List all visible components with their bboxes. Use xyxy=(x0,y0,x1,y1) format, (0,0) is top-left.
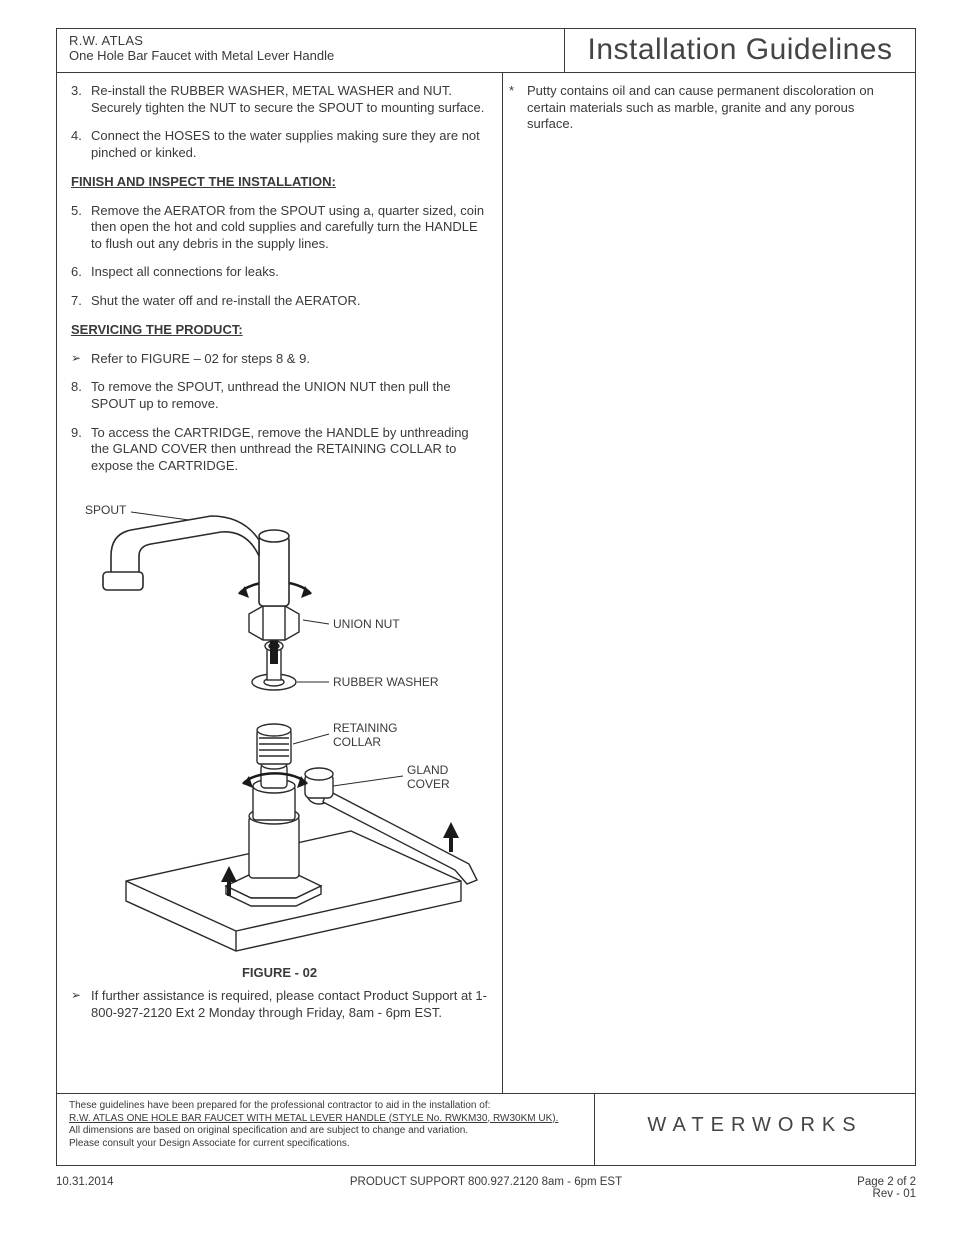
bullet-arrow-icon: ➢ xyxy=(71,988,91,1021)
doc-title: Installation Guidelines xyxy=(565,29,915,72)
product-subtitle: One Hole Bar Faucet with Metal Lever Han… xyxy=(69,48,564,63)
label-union-nut: UNION NUT xyxy=(333,617,400,631)
putty-warning: * Putty contains oil and can cause perma… xyxy=(509,83,901,133)
label-spout: SPOUT xyxy=(85,503,127,517)
disclaimer-text: These guidelines have been prepared for … xyxy=(57,1094,595,1166)
step-text: To access the CARTRIDGE, remove the HAND… xyxy=(91,425,488,475)
section-servicing: SERVICING THE PRODUCT: xyxy=(71,322,488,337)
step-6: 6. Inspect all connections for leaks. xyxy=(71,264,488,281)
note-text: Putty contains oil and can cause permane… xyxy=(527,83,901,133)
bullet-text: Refer to FIGURE – 02 for steps 8 & 9. xyxy=(91,351,310,368)
step-4: 4. Connect the HOSES to the water suppli… xyxy=(71,128,488,161)
asterisk-icon: * xyxy=(509,83,527,133)
disclaimer-line2: R.W. ATLAS ONE HOLE BAR FAUCET WITH META… xyxy=(69,1113,582,1126)
figure-svg: SPOUT UNION NUT RUBBER WASHER RETAINING … xyxy=(71,486,489,956)
right-column: * Putty contains oil and can cause perma… xyxy=(503,73,915,1093)
footer-rev: Rev - 01 xyxy=(873,1188,916,1200)
arrow-up-icon xyxy=(443,822,459,852)
label-retaining-collar-2: COLLAR xyxy=(333,735,381,749)
step-num: 6. xyxy=(71,264,91,281)
brand-logo: WATERWORKS xyxy=(595,1094,915,1166)
header: R.W. ATLAS One Hole Bar Faucet with Meta… xyxy=(57,29,915,73)
step-text: Remove the AERATOR from the SPOUT using … xyxy=(91,203,488,253)
label-gland-cover-2: COVER xyxy=(407,777,450,791)
figure-02: SPOUT UNION NUT RUBBER WASHER RETAINING … xyxy=(71,486,488,980)
header-left: R.W. ATLAS One Hole Bar Faucet with Meta… xyxy=(57,29,565,72)
disclaimer-line4: Please consult your Design Associate for… xyxy=(69,1138,582,1151)
step-num: 3. xyxy=(71,83,91,116)
left-column: 3. Re-install the RUBBER WASHER, METAL W… xyxy=(57,73,502,1093)
bullet-reference: ➢ Refer to FIGURE – 02 for steps 8 & 9. xyxy=(71,351,488,368)
page-frame: R.W. ATLAS One Hole Bar Faucet with Meta… xyxy=(56,28,916,1166)
disclaimer-line1: These guidelines have been prepared for … xyxy=(69,1100,582,1113)
disclaimer-line3: All dimensions are based on original spe… xyxy=(69,1125,582,1138)
assist-note: ➢ If further assistance is required, ple… xyxy=(71,988,488,1021)
step-text: Inspect all connections for leaks. xyxy=(91,264,488,281)
step-text: Re-install the RUBBER WASHER, METAL WASH… xyxy=(91,83,488,116)
figure-caption: FIGURE - 02 xyxy=(71,965,488,980)
label-retaining-collar-1: RETAINING xyxy=(333,721,397,735)
step-num: 8. xyxy=(71,379,91,412)
footer-support: PRODUCT SUPPORT 800.927.2120 8am - 6pm E… xyxy=(56,1176,916,1188)
step-num: 5. xyxy=(71,203,91,253)
step-num: 7. xyxy=(71,293,91,310)
footer-page-rev: Page 2 of 2 Rev - 01 xyxy=(857,1176,916,1200)
step-text: Shut the water off and re-install the AE… xyxy=(91,293,488,310)
assist-text: If further assistance is required, pleas… xyxy=(91,988,488,1021)
step-text: To remove the SPOUT, unthread the UNION … xyxy=(91,379,488,412)
body-columns: 3. Re-install the RUBBER WASHER, METAL W… xyxy=(57,73,915,1093)
step-9: 9. To access the CARTRIDGE, remove the H… xyxy=(71,425,488,475)
bullet-arrow-icon: ➢ xyxy=(71,351,91,368)
disclaimer-row: These guidelines have been prepared for … xyxy=(57,1093,915,1166)
product-name: R.W. ATLAS xyxy=(69,33,564,48)
step-text: Connect the HOSES to the water supplies … xyxy=(91,128,488,161)
step-3: 3. Re-install the RUBBER WASHER, METAL W… xyxy=(71,83,488,116)
step-5: 5. Remove the AERATOR from the SPOUT usi… xyxy=(71,203,488,253)
footer-page: Page 2 of 2 xyxy=(857,1176,916,1188)
step-num: 9. xyxy=(71,425,91,475)
step-7: 7. Shut the water off and re-install the… xyxy=(71,293,488,310)
step-num: 4. xyxy=(71,128,91,161)
label-rubber-washer: RUBBER WASHER xyxy=(333,675,439,689)
section-finish-inspect: FINISH AND INSPECT THE INSTALLATION: xyxy=(71,174,488,189)
label-gland-cover-1: GLAND xyxy=(407,763,449,777)
step-8: 8. To remove the SPOUT, unthread the UNI… xyxy=(71,379,488,412)
